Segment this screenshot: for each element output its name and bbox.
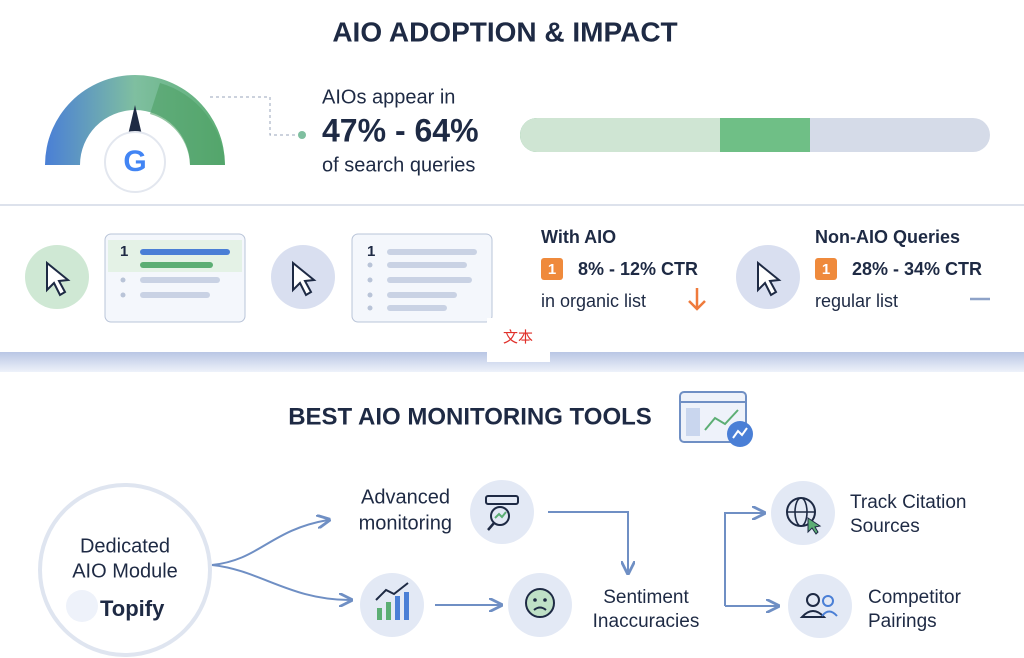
badge-label: 1 [548, 261, 556, 278]
card-lines [367, 249, 477, 311]
title: AIO ADOPTION & IMPACT [332, 16, 677, 47]
tool-label: Inaccuracies [593, 611, 700, 632]
badge [541, 258, 563, 280]
overlay-box [487, 318, 550, 362]
ctr-title: With AIO [541, 227, 616, 247]
needle [128, 105, 142, 135]
logo: G [123, 145, 146, 178]
flow-arrows [211, 512, 777, 606]
bar-lower [520, 118, 720, 152]
down-arrow [688, 288, 706, 311]
hub-line: Dedicated [80, 535, 170, 557]
brand-mark [66, 590, 98, 622]
cursor-icons [25, 245, 800, 309]
tool-label: Competitor [868, 587, 962, 608]
logo-circle [104, 131, 166, 193]
tool-label: monitoring [359, 512, 452, 534]
tool-label: Sources [850, 516, 920, 537]
card-lines [120, 249, 230, 298]
ctr-range: 8% - 12% CTR [578, 259, 698, 279]
tail: of search queries [322, 154, 475, 176]
ctr-range: 28% - 34% CTR [852, 259, 982, 279]
badge-label: 1 [822, 261, 830, 278]
connector [210, 96, 298, 136]
tool-label: Track Citation [850, 492, 967, 513]
gauge-segment [150, 83, 225, 165]
tool-label: Pairings [868, 611, 937, 632]
card-rank: 1 [120, 243, 128, 260]
hub-line: AIO Module [72, 560, 178, 582]
tools-title: BEST AIO MONITORING TOOLS [288, 403, 652, 430]
badge [815, 258, 837, 280]
dashboard-icon [679, 391, 753, 447]
tool-label: Sentiment [603, 587, 689, 608]
tool-icons [360, 480, 852, 638]
range: 47% - 64% [322, 112, 479, 148]
connector-dot [298, 131, 306, 139]
ctr-note: in organic list [541, 291, 646, 311]
tool-label: Advanced [361, 486, 450, 508]
brand: Topify [100, 596, 165, 621]
card-rank: 1 [367, 243, 375, 260]
ctr-note: regular list [815, 291, 898, 311]
ctr-title: Non-AIO Queries [815, 227, 960, 247]
lead: AIOs appear in [322, 86, 455, 108]
overlay-label: 文本 [503, 329, 533, 346]
